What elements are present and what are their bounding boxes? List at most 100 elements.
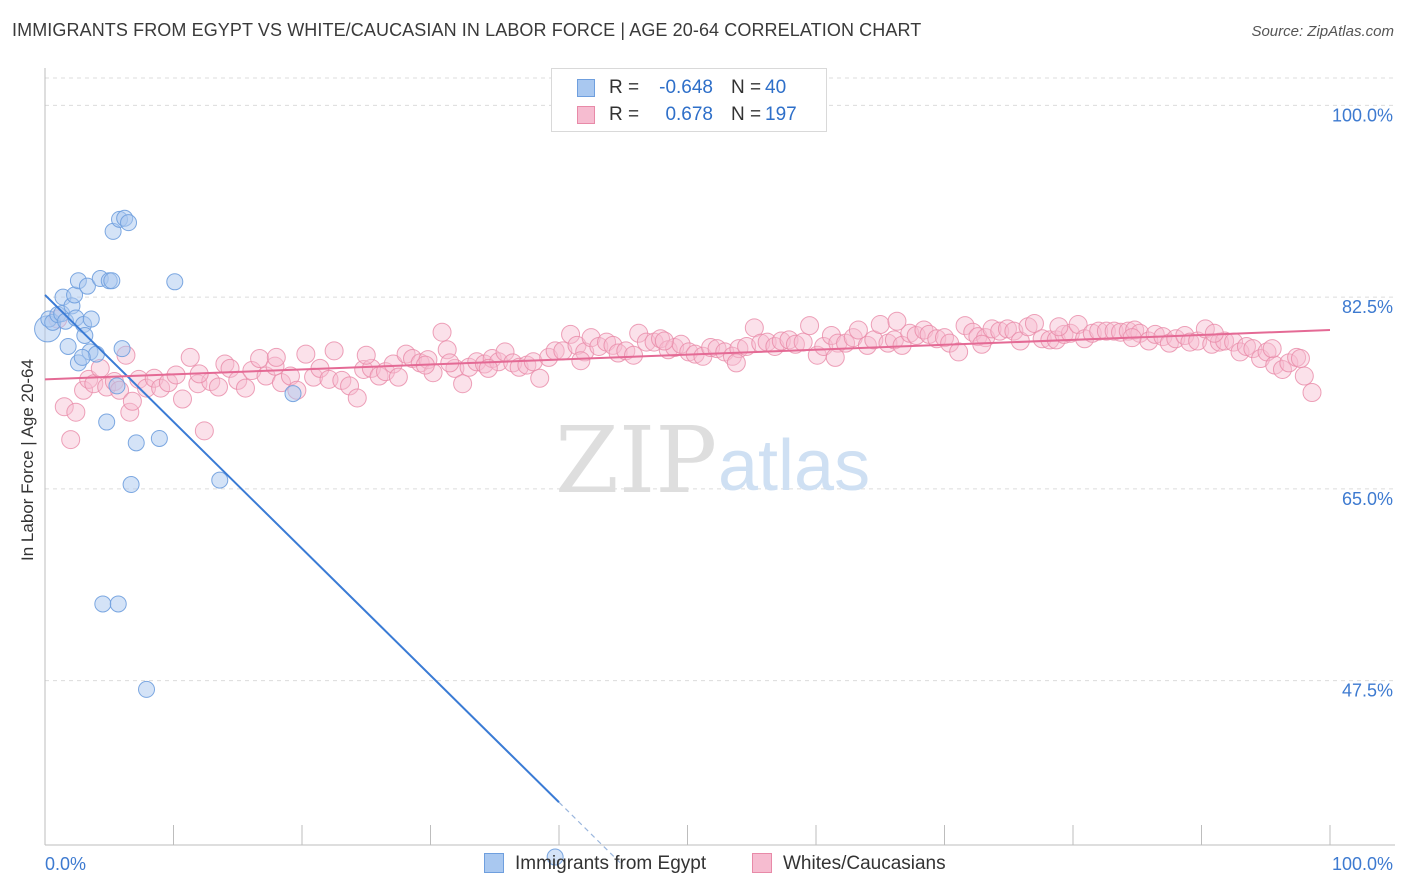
data-point-whites bbox=[561, 324, 581, 344]
data-point-whites bbox=[340, 376, 360, 396]
data-point-egypt bbox=[108, 377, 126, 395]
data-point-whites bbox=[814, 336, 834, 356]
axes bbox=[44, 68, 1395, 846]
data-point-egypt bbox=[103, 272, 121, 290]
data-point-whites bbox=[793, 332, 813, 352]
data-point-whites bbox=[144, 368, 164, 388]
legend-swatch-whites bbox=[577, 106, 595, 124]
x-tick-label: 0.0% bbox=[45, 854, 86, 874]
data-point-whites bbox=[280, 366, 300, 386]
data-point-egypt bbox=[150, 429, 168, 447]
data-point-whites bbox=[654, 331, 674, 351]
data-point-whites bbox=[1230, 342, 1250, 362]
data-point-whites bbox=[1024, 313, 1044, 333]
legend-n-value: 197 bbox=[765, 104, 797, 125]
watermark-atlas: atlas bbox=[718, 426, 870, 506]
bottom-legend-swatch-whites bbox=[752, 853, 772, 873]
bottom-legend-label-whites: Whites/Caucasians bbox=[783, 853, 946, 874]
data-point-whites bbox=[1104, 321, 1124, 341]
legend-n-label: N = bbox=[731, 77, 762, 98]
data-point-whites bbox=[66, 402, 86, 422]
data-point-whites bbox=[356, 345, 376, 365]
data-point-whites bbox=[347, 388, 367, 408]
series-immigrants-from-egypt bbox=[34, 209, 564, 866]
data-point-whites bbox=[982, 319, 1002, 339]
data-point-egypt bbox=[82, 310, 100, 328]
legend-r-value: -0.648 bbox=[659, 77, 713, 98]
data-point-whites bbox=[120, 402, 140, 422]
data-point-whites bbox=[530, 368, 550, 388]
data-point-whites bbox=[671, 334, 691, 354]
data-point-whites bbox=[1111, 322, 1131, 342]
legend-n-value: 40 bbox=[765, 77, 787, 98]
data-point-whites bbox=[857, 335, 877, 355]
chart-title: IMMIGRANTS FROM EGYPT VS WHITE/CAUCASIAN… bbox=[12, 20, 922, 40]
trendline-egypt bbox=[44, 294, 560, 803]
data-point-whites bbox=[828, 333, 848, 353]
bottom-legend-swatch-egypt bbox=[484, 853, 504, 873]
data-point-whites bbox=[1290, 349, 1310, 369]
data-point-whites bbox=[61, 430, 81, 450]
data-point-whites bbox=[250, 349, 270, 369]
data-point-egypt bbox=[546, 848, 564, 866]
x-tick-labels: 0.0% 100.0% bbox=[45, 854, 1393, 874]
y-tick-label: 65.0% bbox=[1342, 489, 1393, 509]
data-point-whites bbox=[955, 316, 975, 336]
y-tick-label: 47.5% bbox=[1342, 681, 1393, 701]
data-point-whites bbox=[1180, 332, 1200, 352]
data-point-whites bbox=[453, 374, 473, 394]
data-point-whites bbox=[726, 353, 746, 373]
data-point-whites bbox=[990, 321, 1010, 341]
data-point-egypt bbox=[78, 277, 96, 295]
correlation-legend: R = -0.648 N = 40 R = 0.678 N = 197 bbox=[551, 68, 827, 132]
data-point-whites bbox=[825, 347, 845, 367]
data-point-whites bbox=[1188, 331, 1208, 351]
data-point-whites bbox=[1294, 366, 1314, 386]
trendlines bbox=[44, 294, 1331, 867]
data-point-whites bbox=[571, 351, 591, 371]
data-point-whites bbox=[1032, 329, 1052, 349]
legend-row-egypt: R = -0.648 N = 40 bbox=[552, 73, 826, 101]
data-point-whites bbox=[1302, 382, 1322, 402]
data-point-whites bbox=[771, 331, 791, 351]
data-point-egypt bbox=[138, 680, 156, 698]
data-point-whites bbox=[737, 336, 757, 356]
data-point-whites bbox=[927, 329, 947, 349]
data-point-whites bbox=[74, 380, 94, 400]
data-point-whites bbox=[1125, 320, 1145, 340]
data-point-whites bbox=[478, 358, 498, 378]
data-point-whites bbox=[388, 367, 408, 387]
legend-r-label: R = bbox=[609, 77, 640, 98]
watermark-zip: ZIP bbox=[555, 407, 717, 514]
data-point-egypt bbox=[113, 340, 131, 358]
data-point-whites bbox=[848, 320, 868, 340]
data-point-egypt bbox=[166, 273, 184, 291]
data-point-whites bbox=[1049, 317, 1069, 337]
data-point-whites bbox=[235, 378, 255, 398]
data-point-whites bbox=[1262, 339, 1282, 359]
data-point-egypt bbox=[211, 471, 229, 489]
bottom-legend-label-egypt: Immigrants from Egypt bbox=[515, 853, 707, 874]
data-point-whites bbox=[509, 357, 529, 377]
data-point-whites bbox=[701, 338, 721, 358]
legend-n-label: N = bbox=[731, 104, 762, 125]
data-point-whites bbox=[122, 391, 142, 411]
data-point-whites bbox=[180, 347, 200, 367]
data-point-whites bbox=[870, 315, 890, 335]
data-point-egypt bbox=[94, 595, 112, 613]
data-point-whites bbox=[1068, 315, 1088, 335]
data-point-egypt bbox=[120, 214, 138, 232]
data-point-egypt bbox=[127, 434, 145, 452]
data-point-whites bbox=[208, 377, 228, 397]
data-point-whites bbox=[1243, 339, 1263, 359]
data-point-whites bbox=[935, 328, 954, 348]
legend-row-whites: R = 0.678 N = 197 bbox=[552, 100, 826, 128]
data-point-egypt bbox=[284, 385, 302, 403]
data-point-whites bbox=[137, 378, 157, 398]
y-tick-labels: 47.5% 65.0% 82.5% 100.0% bbox=[1332, 105, 1393, 700]
data-point-whites bbox=[296, 344, 316, 364]
data-point-whites bbox=[1096, 321, 1116, 341]
data-point-whites bbox=[1089, 321, 1109, 341]
source-credit: Source: ZipAtlas.com bbox=[1251, 23, 1394, 40]
y-tick-label: 100.0% bbox=[1332, 105, 1393, 125]
